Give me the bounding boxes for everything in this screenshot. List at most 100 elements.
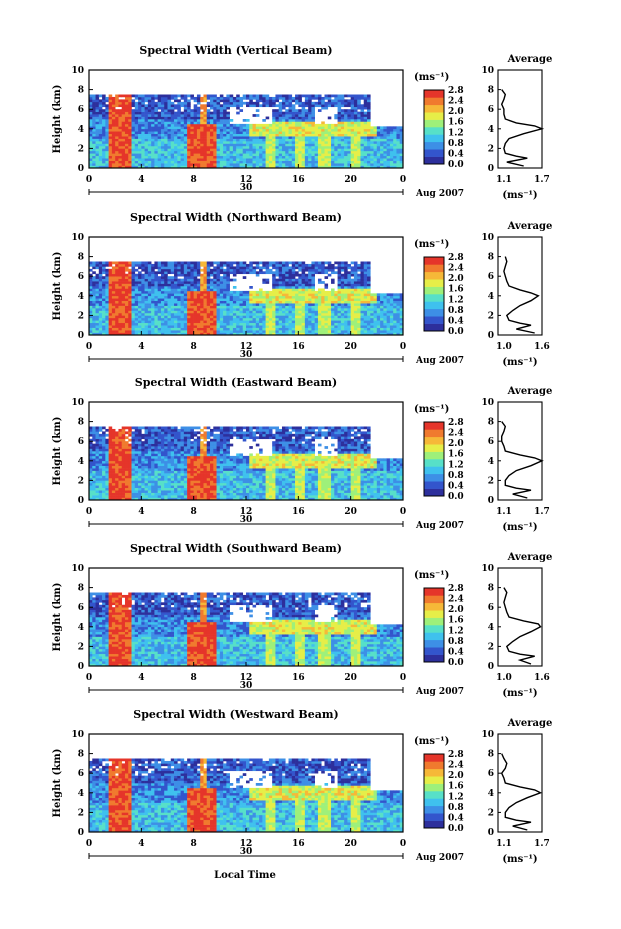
- heatmap-cell: [200, 288, 204, 292]
- heatmap-cell: [363, 330, 368, 333]
- heatmap-cell: [134, 303, 139, 306]
- heatmap-cell: [311, 153, 315, 157]
- heatmap-cell: [124, 136, 129, 139]
- heatmap-cell: [147, 298, 152, 301]
- heatmap-cell: [389, 136, 394, 139]
- heatmap-cell: [298, 158, 302, 161]
- heatmap-cell: [288, 94, 293, 98]
- heatmap-cell: [255, 99, 260, 103]
- heatmap-cell: [190, 317, 194, 321]
- heatmap-cell: [272, 266, 276, 270]
- heatmap-cell: [252, 303, 257, 306]
- heatmap-cell: [115, 148, 119, 152]
- heatmap-cell: [144, 330, 149, 333]
- heatmap-cell: [141, 268, 145, 272]
- heatmap-cell: [187, 153, 191, 157]
- heatmap-cell: [174, 106, 178, 110]
- heatmap-cell: [144, 295, 149, 299]
- heatmap-cell: [177, 283, 181, 287]
- heatmap-cell: [183, 148, 188, 152]
- heatmap-cell: [367, 99, 371, 103]
- heatmap-cell: [102, 153, 106, 157]
- heatmap-cell: [128, 123, 132, 127]
- heatmap-cell: [288, 312, 293, 316]
- heatmap-cell: [249, 155, 253, 159]
- heatmap-cell: [157, 303, 162, 306]
- heatmap-cell: [187, 141, 191, 144]
- heatmap-cell: [203, 273, 208, 277]
- heatmap-cell: [196, 163, 201, 166]
- heatmap-cell: [373, 155, 378, 159]
- heatmap-cell: [131, 163, 136, 166]
- heatmap-cell: [242, 148, 247, 152]
- heatmap-cell: [288, 281, 293, 284]
- heatmap-cell: [301, 286, 306, 289]
- heatmap-cell: [370, 143, 374, 147]
- heatmap-cell: [281, 150, 286, 154]
- heatmap-cell: [196, 266, 201, 270]
- heatmap-cell: [242, 268, 247, 272]
- heatmap-cell: [219, 131, 224, 134]
- heatmap-cell: [262, 128, 266, 132]
- heatmap-cell: [340, 305, 345, 309]
- heatmap-cell: [124, 283, 129, 287]
- heatmap-cell: [246, 119, 250, 122]
- heatmap-cell: [334, 104, 338, 108]
- heatmap-cell: [259, 310, 263, 314]
- heatmap-cell: [115, 143, 119, 147]
- heatmap-cell: [147, 327, 152, 331]
- heatmap-cell: [193, 310, 198, 314]
- heatmap-cell: [304, 325, 309, 328]
- heatmap-cell: [226, 165, 230, 169]
- heatmap-cell: [308, 155, 312, 159]
- heatmap-cell: [324, 148, 329, 152]
- heatmap-cell: [321, 153, 325, 157]
- heatmap-cell: [108, 305, 113, 309]
- heatmap-cell: [193, 263, 198, 267]
- heatmap-cell: [115, 109, 119, 112]
- heatmap-cell: [278, 121, 283, 125]
- heatmap-cell: [337, 163, 342, 166]
- heatmap-cell: [160, 322, 165, 326]
- heatmap-cell: [331, 281, 335, 284]
- heatmap-cell: [115, 332, 119, 336]
- heatmap-cell: [92, 123, 96, 127]
- heatmap-cell: [167, 268, 172, 272]
- heatmap-cell: [203, 310, 208, 314]
- heatmap-cell: [252, 138, 257, 142]
- heatmap-cell: [321, 133, 325, 137]
- heatmap-cell: [200, 160, 204, 164]
- heatmap-cell: [167, 325, 172, 328]
- heatmap-cell: [298, 305, 302, 309]
- heatmap-cell: [144, 148, 149, 152]
- heatmap-cell: [111, 109, 116, 112]
- heatmap-cell: [291, 300, 296, 304]
- heatmap-cell: [193, 114, 198, 117]
- heatmap-cell: [102, 138, 106, 142]
- heatmap-cell: [324, 271, 329, 275]
- heatmap-cell: [314, 158, 319, 161]
- heatmap-cell: [301, 273, 306, 277]
- heatmap-cell: [138, 160, 142, 164]
- heatmap-cell: [275, 150, 280, 154]
- heatmap-cell: [95, 101, 100, 105]
- heatmap-cell: [98, 136, 103, 139]
- heatmap-cell: [393, 155, 397, 159]
- heatmap-cell: [210, 320, 214, 324]
- heatmap-cell: [89, 295, 93, 299]
- heatmap-cell: [350, 312, 355, 316]
- heatmap-cell: [242, 155, 247, 159]
- heatmap-cell: [160, 148, 165, 152]
- heatmap-cell: [108, 121, 113, 125]
- heatmap-cell: [128, 121, 132, 125]
- heatmap-cell: [167, 276, 172, 279]
- heatmap-cell: [118, 138, 123, 142]
- heatmap-cell: [193, 143, 198, 147]
- heatmap-cell: [187, 305, 191, 309]
- heatmap-cell: [226, 298, 230, 301]
- heatmap-cell: [340, 310, 345, 314]
- heatmap-cell: [285, 116, 289, 120]
- heatmap-cell: [180, 290, 185, 294]
- heatmap-cell: [239, 312, 244, 316]
- heatmap-cell: [363, 119, 368, 122]
